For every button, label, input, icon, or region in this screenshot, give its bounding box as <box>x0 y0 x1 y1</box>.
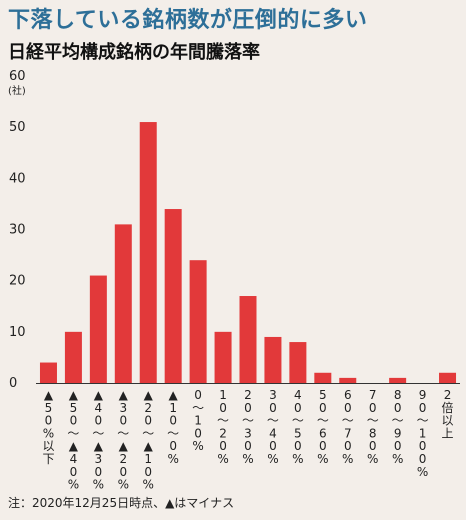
bar <box>264 336 282 383</box>
x-category-label: 6 0 ～ 7 0% <box>342 388 354 466</box>
bar-chart: 0 10 20 30 40 50 60(社) ▲ 5 0 %以下 ▲ 5 0 ～▲ 4 0 % ▲ 4 0 ～▲ 3 0 % ▲ 3… <box>8 69 460 492</box>
x-category-label: 3 0 ～ 4 0% <box>267 388 279 466</box>
bar <box>389 377 407 383</box>
y-tick-label: 60 <box>9 69 26 84</box>
headline: 下落している銘柄数が圧倒的に多い <box>8 7 368 33</box>
bar <box>139 122 157 384</box>
y-tick-label: 20 <box>9 274 26 289</box>
bar <box>339 377 357 383</box>
x-category-label: ▲ 5 0 %以下 <box>42 388 54 466</box>
x-category-label: 4 0 ～ 5 0% <box>292 388 304 466</box>
y-tick-label: 10 <box>9 325 26 340</box>
y-axis-unit: (社) <box>8 84 26 97</box>
x-category-label: 1 0 ～ 2 0% <box>217 388 229 466</box>
x-category-label: ▲ 1 0 ～ 0% <box>167 388 179 466</box>
bar <box>239 296 257 383</box>
x-category-label: ▲ 3 0 ～▲ 2 0% <box>117 388 129 492</box>
bar <box>314 372 332 383</box>
bar <box>39 362 57 383</box>
bar <box>439 372 457 383</box>
bar <box>114 224 132 383</box>
x-category-label: 0 ～ 1 0% <box>192 388 204 453</box>
x-category-label: ▲ 5 0 ～▲ 4 0% <box>67 388 79 492</box>
bar <box>164 209 182 383</box>
y-tick-label: 40 <box>9 171 26 186</box>
bar <box>214 331 232 383</box>
x-category-label: ▲ 4 0 ～▲ 3 0% <box>92 388 104 492</box>
x-category-label: 7 0 ～ 8 0% <box>367 388 379 466</box>
y-tick-label: 50 <box>9 120 26 135</box>
x-category-label: 2 0 ～ 3 0% <box>242 388 254 466</box>
x-category-label: 2 倍以上 <box>442 388 454 440</box>
footnote: 注：2020年12月25日時点、▲はマイナス <box>8 496 235 510</box>
x-category-label: 8 0 ～ 9 0% <box>392 388 404 466</box>
x-category-label: ▲ 2 0 ～▲ 1 0% <box>142 388 154 492</box>
y-tick-label: 30 <box>9 223 26 238</box>
y-tick-label: 0 <box>9 376 17 391</box>
bar <box>189 260 207 383</box>
chart-title: 日経平均構成銘柄の年間騰落率 <box>8 42 260 63</box>
bar <box>89 275 107 383</box>
x-category-label: 9 0 ～ 1 0 0% <box>417 388 429 479</box>
bar <box>64 331 82 383</box>
bar <box>289 342 307 383</box>
x-category-label: 5 0 ～ 6 0% <box>317 388 329 466</box>
